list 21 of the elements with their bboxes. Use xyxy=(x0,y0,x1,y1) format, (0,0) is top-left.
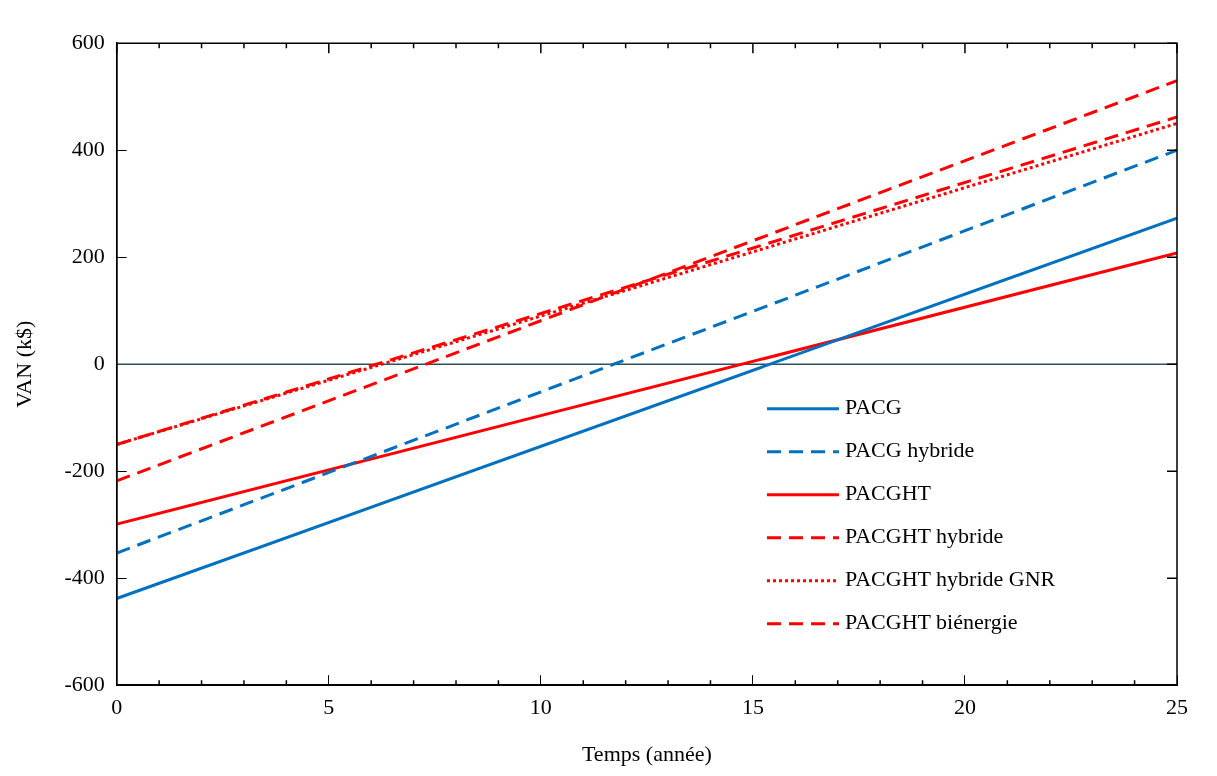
y-tick-label: 200 xyxy=(71,242,105,268)
legend-label: PACGHT hybride xyxy=(845,523,1004,549)
x-tick-label: 20 xyxy=(953,694,976,720)
legend-label: PACG xyxy=(845,394,902,420)
legend-label: PACGHT xyxy=(845,480,932,506)
x-tick-label: 10 xyxy=(529,694,552,720)
x-tick-label: 15 xyxy=(741,694,764,720)
x-tick-label: 5 xyxy=(323,694,335,720)
y-tick-label: -400 xyxy=(64,563,105,589)
x-tick-label: 25 xyxy=(1166,694,1188,720)
y-axis-title: VAN (k$) xyxy=(10,320,36,408)
x-axis-title: Temps (année) xyxy=(581,740,712,766)
y-tick-label: 400 xyxy=(71,135,105,161)
legend-label: PACGHT hybride GNR xyxy=(845,566,1056,592)
y-tick-label: -600 xyxy=(64,670,105,696)
x-tick-label: 0 xyxy=(111,694,123,720)
legend-label: PACGHT biénergie xyxy=(845,609,1018,635)
y-tick-label: 0 xyxy=(93,349,105,375)
y-tick-label: -200 xyxy=(64,456,105,482)
y-tick-label: 600 xyxy=(71,28,105,54)
legend-label: PACG hybride xyxy=(845,437,975,463)
